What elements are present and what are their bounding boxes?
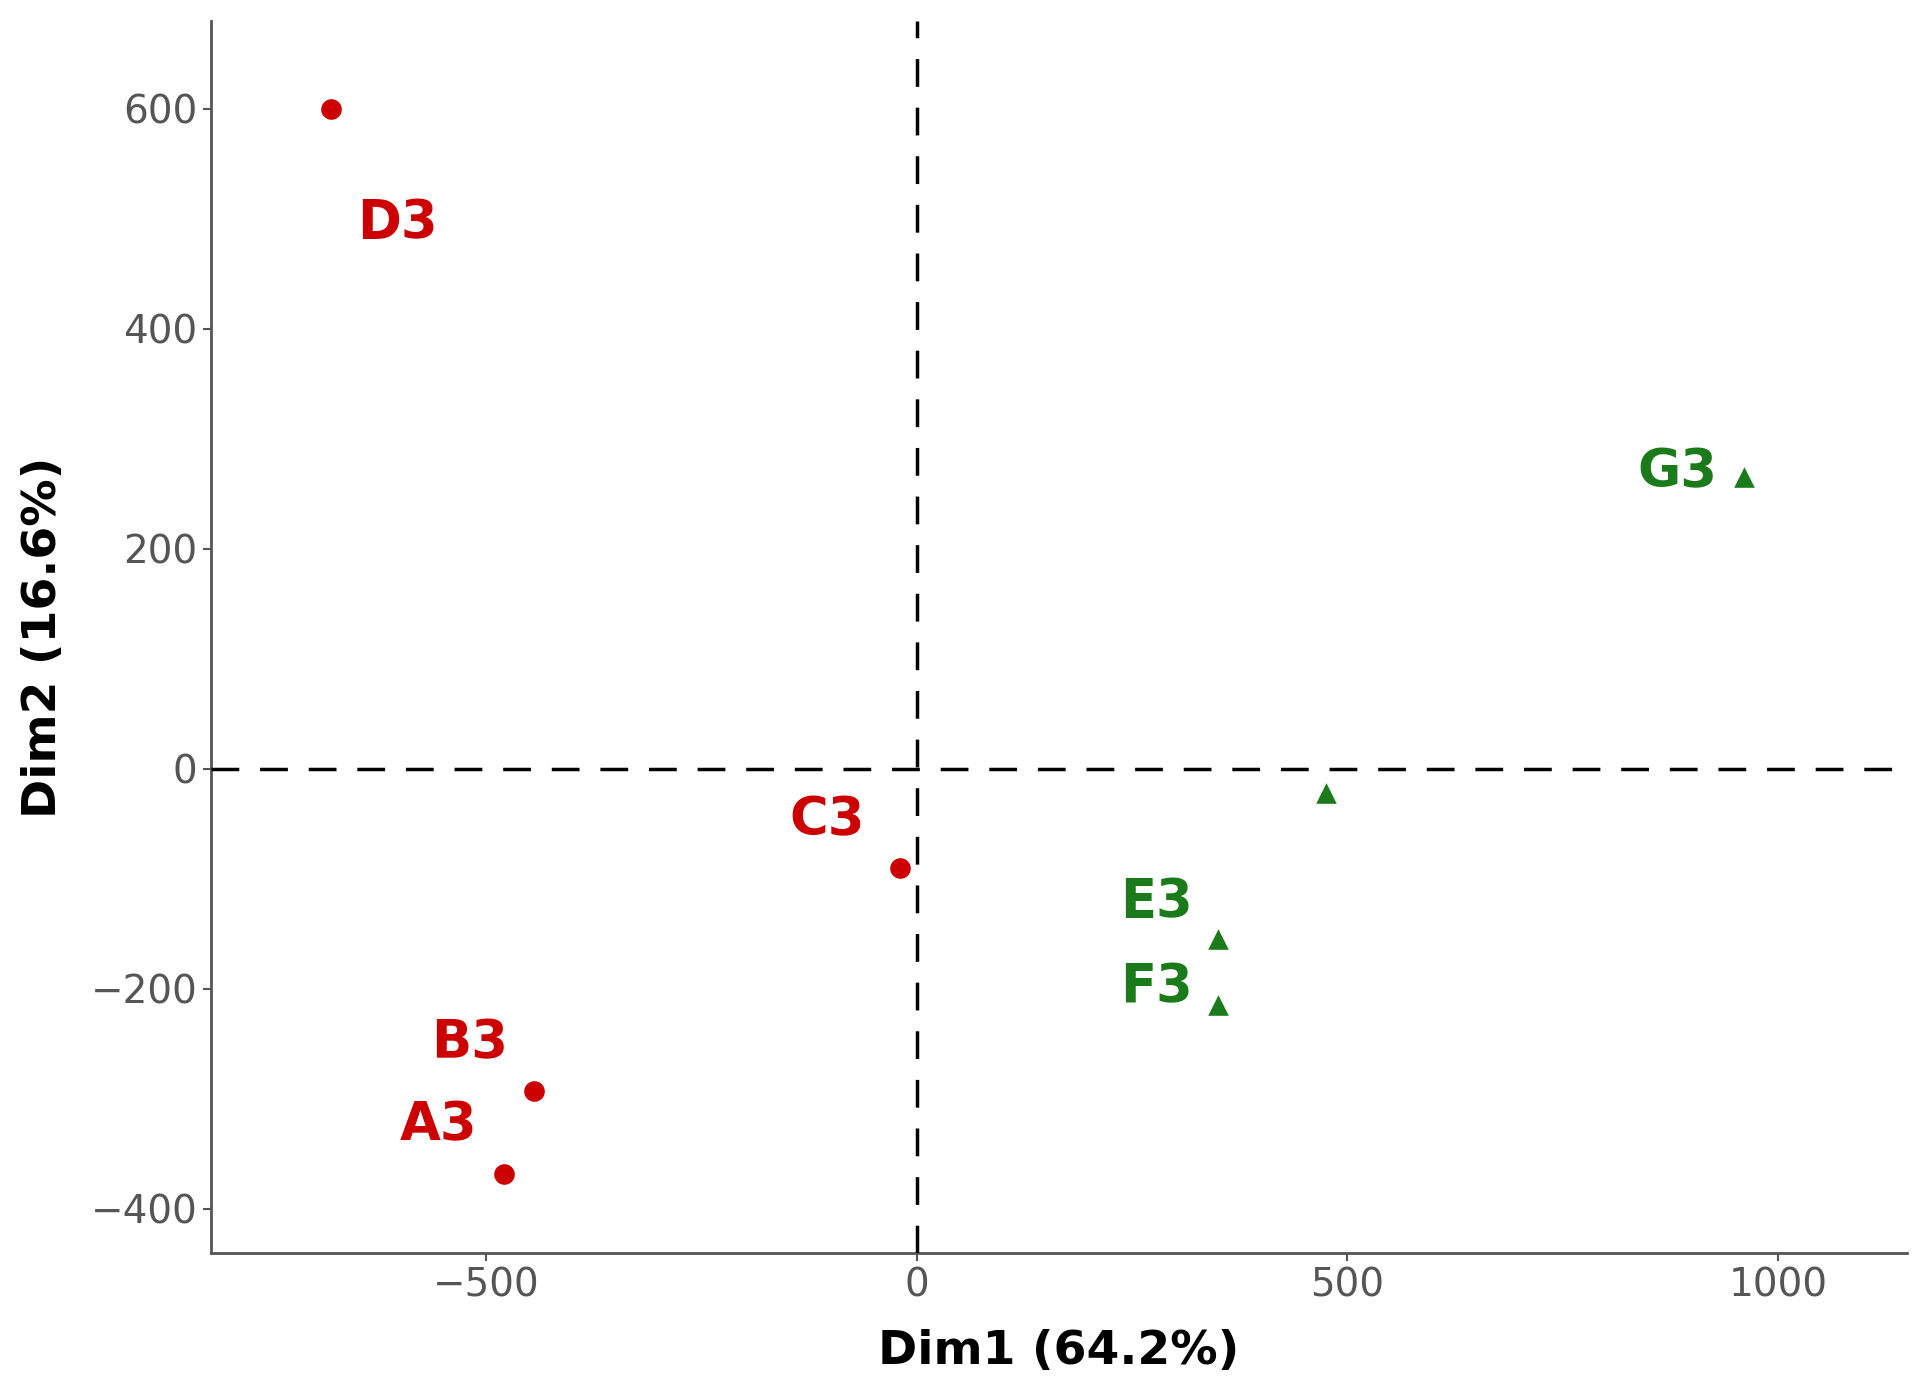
- Point: [316, 98, 347, 120]
- Point: [519, 1080, 549, 1102]
- Point: [1203, 928, 1234, 950]
- Text: B3: B3: [432, 1017, 507, 1069]
- Text: A3: A3: [401, 1099, 478, 1152]
- Point: [1311, 783, 1342, 805]
- Point: [1203, 995, 1234, 1017]
- Text: D3: D3: [357, 197, 438, 248]
- Point: [488, 1162, 519, 1184]
- Text: E3: E3: [1120, 876, 1193, 929]
- Point: [1727, 466, 1758, 488]
- Text: C3: C3: [790, 794, 866, 845]
- Point: [885, 857, 916, 879]
- Text: G3: G3: [1637, 446, 1718, 498]
- Y-axis label: Dim2 (16.6%): Dim2 (16.6%): [21, 456, 66, 817]
- Text: F3: F3: [1120, 961, 1193, 1013]
- X-axis label: Dim1 (64.2%): Dim1 (64.2%): [879, 1329, 1240, 1374]
